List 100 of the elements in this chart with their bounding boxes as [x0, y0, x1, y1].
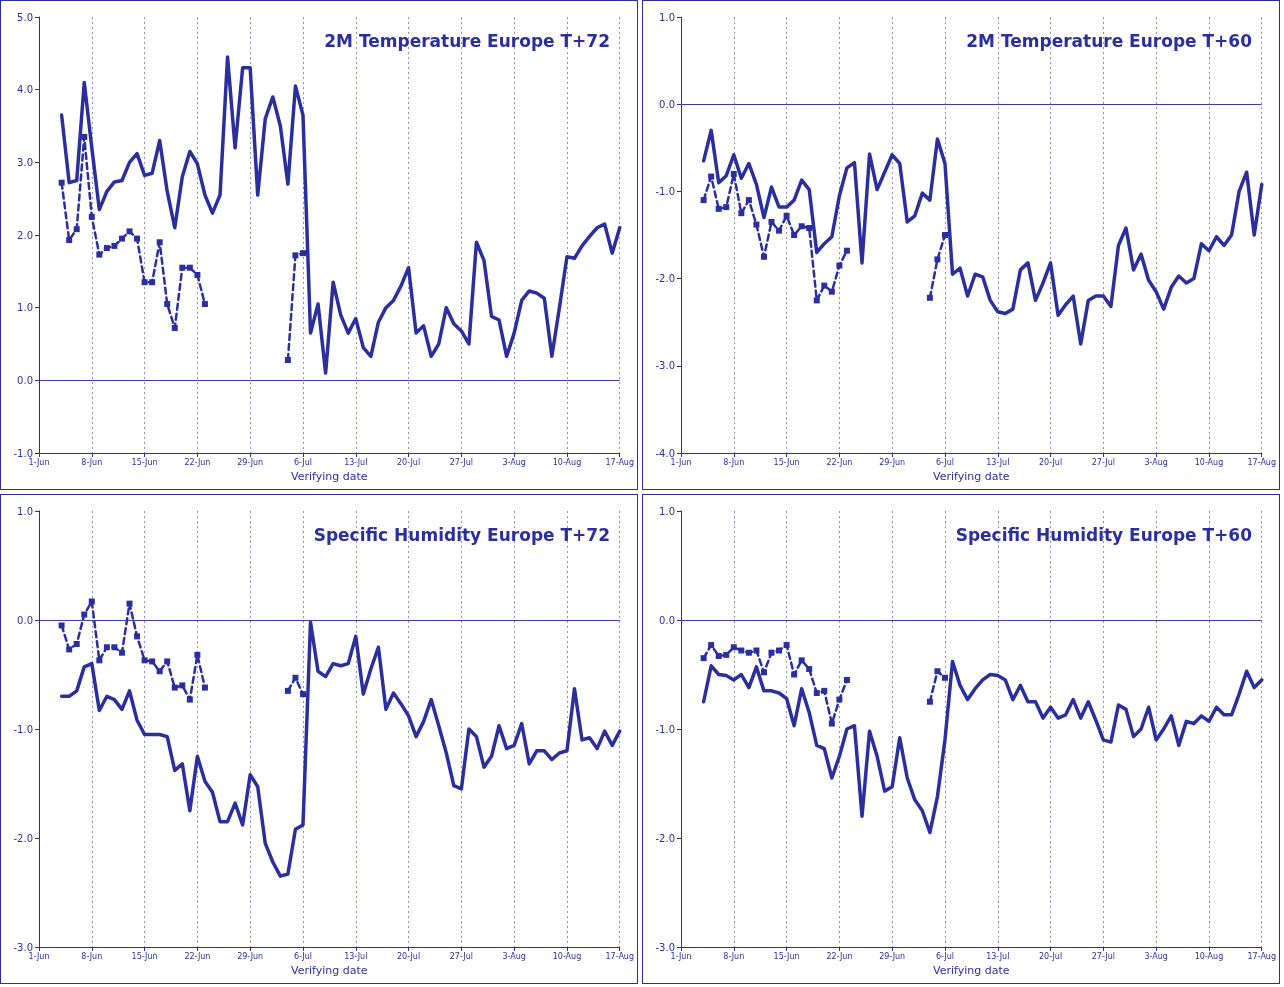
- point: [776, 647, 783, 654]
- y-tick-label: 0.0: [659, 614, 675, 626]
- x-tick-label: 29-Jun: [237, 951, 264, 961]
- x-tick-label: 3-Aug: [502, 457, 526, 467]
- text: 2M Temperature Europe T+60: [966, 30, 1253, 51]
- point: [179, 264, 186, 271]
- point: [164, 658, 171, 665]
- point: [760, 669, 767, 676]
- point: [730, 644, 737, 651]
- point: [284, 687, 291, 694]
- point: [81, 611, 88, 618]
- point: [118, 649, 125, 656]
- x-axis-title: Verifying date: [933, 470, 1010, 483]
- point: [284, 356, 291, 363]
- x-tick-label: 27-Jul: [1091, 457, 1115, 467]
- point: [171, 325, 178, 332]
- point: [934, 668, 941, 675]
- x-tick-label: 1-Jun: [670, 951, 692, 961]
- x-tick-label: 20-Jul: [1038, 951, 1063, 961]
- point: [828, 720, 835, 727]
- x-tick-label: 6-Jul: [293, 951, 313, 961]
- point: [88, 213, 95, 220]
- y-tick-label: -2.0: [13, 832, 33, 844]
- line-series: [701, 659, 1264, 835]
- point: [934, 256, 941, 263]
- point: [821, 282, 828, 289]
- x-tick-label: 3-Aug: [502, 951, 526, 961]
- point: [843, 676, 850, 683]
- x-tick-label: 13-Jul: [986, 951, 1010, 961]
- point: [708, 642, 715, 649]
- y-tick-label: 0.0: [17, 374, 33, 386]
- point: [201, 301, 208, 308]
- x-tick-label: 15-Jun: [131, 457, 158, 467]
- point: [760, 253, 767, 260]
- text: Specific Humidity Europe T+60: [955, 524, 1253, 545]
- point: [141, 279, 148, 286]
- point: [783, 212, 790, 219]
- point: [149, 658, 156, 665]
- line-series: [701, 128, 1264, 346]
- x-tick-label: 15-Jun: [773, 457, 800, 467]
- point: [66, 646, 73, 653]
- x-tick-label: 27-Jul: [449, 951, 473, 961]
- x-tick-label: 1-Jun: [28, 457, 50, 467]
- y-tick-label: -1.0: [655, 723, 675, 735]
- point: [700, 655, 707, 662]
- point: [149, 279, 156, 286]
- x-tick-label: 10-Aug: [1194, 457, 1224, 467]
- point: [776, 227, 783, 234]
- y-tick-label: -2.0: [655, 273, 675, 285]
- x-tick-label: 8-Jun: [723, 951, 745, 961]
- point: [821, 687, 828, 694]
- point: [926, 294, 933, 301]
- point: [126, 228, 133, 235]
- point: [73, 640, 80, 647]
- x-tick-label: 29-Jun: [879, 951, 906, 961]
- point: [828, 288, 835, 295]
- y-tick-label: 0.0: [659, 98, 675, 110]
- y-tick-label: 1.0: [17, 505, 33, 517]
- point: [134, 633, 141, 640]
- x-tick-label: 1-Jun: [28, 951, 50, 961]
- point: [186, 696, 193, 703]
- point: [73, 226, 80, 233]
- point: [111, 644, 118, 651]
- x-tick-label: 3-Aug: [1144, 951, 1168, 961]
- point: [813, 690, 820, 697]
- point: [806, 666, 813, 673]
- x-axis-title: Verifying date: [291, 470, 368, 483]
- y-tick-label: -3.0: [655, 941, 675, 953]
- y-tick-label: -3.0: [13, 941, 33, 953]
- x-tick-label: 27-Jul: [1091, 951, 1115, 961]
- x-tick-label: 22-Jun: [184, 951, 211, 961]
- x-tick-label: 6-Jul: [935, 457, 955, 467]
- y-tick-label: 1.0: [659, 11, 675, 23]
- point: [730, 170, 737, 177]
- point: [58, 179, 65, 186]
- x-tick-label: 17-Aug: [1247, 457, 1276, 467]
- x-tick-label: 8-Jun: [81, 457, 103, 467]
- point: [103, 245, 110, 252]
- y-tick-label: -1.0: [13, 723, 33, 735]
- point: [156, 239, 163, 246]
- text: 2M Temperature Europe T+72: [324, 30, 611, 51]
- x-tick-label: 13-Jul: [986, 457, 1010, 467]
- y-tick-label: 5.0: [17, 11, 33, 23]
- point: [791, 232, 798, 238]
- point: [88, 598, 95, 605]
- point: [118, 235, 125, 242]
- y-tick-label: -4.0: [655, 447, 675, 459]
- y-tick-label: 0.0: [17, 614, 33, 626]
- point: [738, 647, 745, 654]
- point: [111, 242, 118, 249]
- point: [753, 221, 760, 228]
- point: [745, 649, 752, 656]
- point: [179, 682, 186, 689]
- y-tick-label: -3.0: [655, 360, 675, 372]
- point: [926, 698, 933, 705]
- point: [745, 197, 752, 204]
- point: [843, 247, 850, 254]
- point: [126, 600, 133, 607]
- x-tick-label: 17-Aug: [605, 457, 634, 467]
- y-tick-label: 1.0: [659, 505, 675, 517]
